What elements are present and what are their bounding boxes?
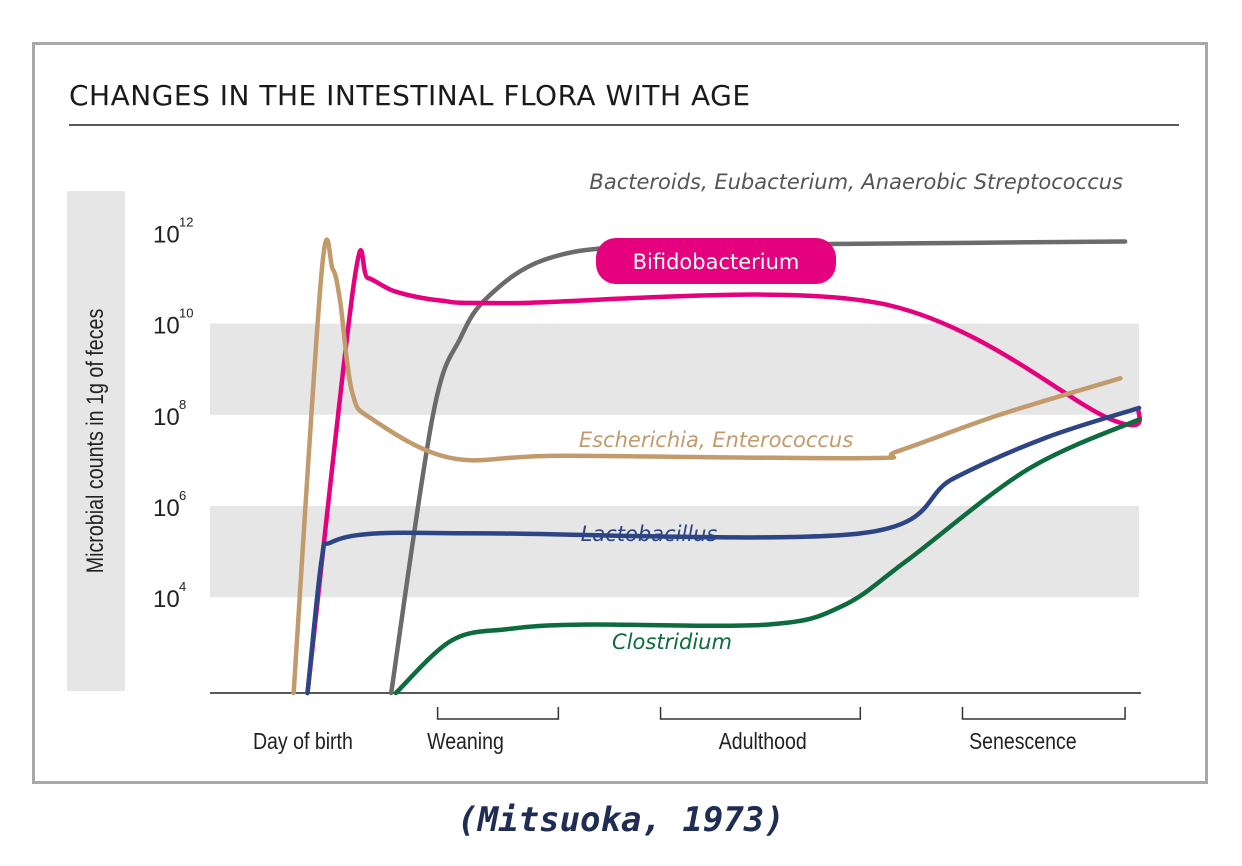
y-tick-label-4: 10 — [153, 586, 180, 613]
y-tick-exponent-3: 6 — [179, 488, 186, 503]
citation: (Mitsuoka, 1973) — [457, 800, 785, 840]
series-line-bifidobacterium — [305, 248, 1142, 696]
series-label-bifidobacterium: Bifidobacterium — [633, 250, 800, 274]
series-label-bacteroids: Bacteroids, Eubacterium, Anaerobic Strep… — [589, 170, 1123, 194]
stage-bracket-2 — [659, 707, 862, 720]
y-tick-exponent-2: 8 — [179, 397, 186, 412]
y-tick-label-3: 10 — [153, 495, 180, 522]
series-label-escherichia: Escherichia, Enterococcus — [579, 428, 853, 452]
y-axis-label: Microbial counts in 1g of feces — [81, 309, 108, 574]
y-tick-label-2: 10 — [153, 404, 180, 431]
series-label-pill-bifidobacterium — [596, 238, 836, 284]
shaded-band-0 — [210, 323, 1139, 415]
series-line-lactobacillus — [305, 405, 1142, 696]
series-line-bacteroids — [388, 239, 1128, 696]
y-tick-label-0: 10 — [153, 221, 180, 248]
stage-label-1: Weaning — [427, 729, 504, 755]
stage-label-0: Day of birth — [253, 729, 353, 755]
stage-bracket-1 — [436, 707, 560, 720]
chart-frame: CHANGES IN THE INTESTINAL FLORA WITH AGE… — [32, 42, 1208, 784]
series-line-escherichia — [291, 237, 1123, 696]
series-line-clostridium — [393, 417, 1142, 696]
ylabel-panel — [67, 191, 125, 691]
stage-label-3: Senescence — [969, 729, 1077, 755]
y-tick-exponent-4: 4 — [179, 579, 186, 594]
stage-label-2: Adulthood — [719, 729, 807, 755]
series-label-lactobacillus: Lactobacillus — [581, 522, 718, 546]
y-tick-exponent-0: 12 — [179, 214, 193, 229]
shaded-band-1 — [210, 506, 1139, 598]
series-label-clostridium: Clostridium — [612, 630, 732, 654]
chart: CHANGES IN THE INTESTINAL FLORA WITH AGE… — [67, 79, 1179, 755]
y-tick-exponent-1: 10 — [179, 306, 193, 321]
stage-bracket-3 — [961, 707, 1126, 720]
y-tick-label-1: 10 — [153, 313, 180, 340]
chart-title: CHANGES IN THE INTESTINAL FLORA WITH AGE — [69, 79, 751, 112]
